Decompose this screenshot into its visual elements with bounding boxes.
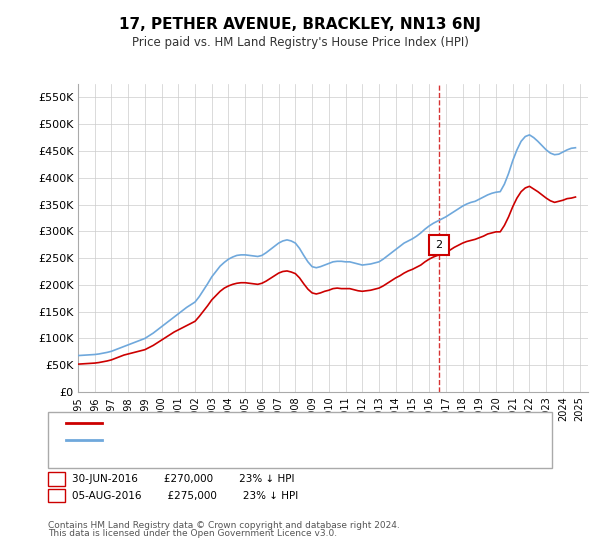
Text: 2: 2 [53,491,60,501]
Text: 1: 1 [53,474,60,484]
Text: 30-JUN-2016        £270,000        23% ↓ HPI: 30-JUN-2016 £270,000 23% ↓ HPI [72,474,295,484]
Text: 2: 2 [436,240,443,250]
Text: This data is licensed under the Open Government Licence v3.0.: This data is licensed under the Open Gov… [48,529,337,538]
Text: 17, PETHER AVENUE, BRACKLEY, NN13 6NJ: 17, PETHER AVENUE, BRACKLEY, NN13 6NJ [119,17,481,32]
Text: 17, PETHER AVENUE, BRACKLEY, NN13 6NJ (detached house): 17, PETHER AVENUE, BRACKLEY, NN13 6NJ (d… [108,418,424,428]
Text: 05-AUG-2016        £275,000        23% ↓ HPI: 05-AUG-2016 £275,000 23% ↓ HPI [72,491,298,501]
Text: Contains HM Land Registry data © Crown copyright and database right 2024.: Contains HM Land Registry data © Crown c… [48,521,400,530]
Text: HPI: Average price, detached house, West Northamptonshire: HPI: Average price, detached house, West… [108,435,425,445]
Text: Price paid vs. HM Land Registry's House Price Index (HPI): Price paid vs. HM Land Registry's House … [131,36,469,49]
